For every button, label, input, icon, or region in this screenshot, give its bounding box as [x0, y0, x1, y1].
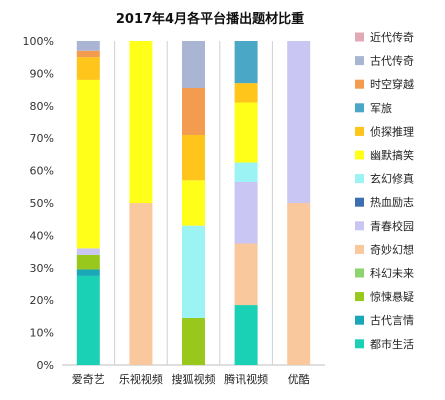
bar-segment	[234, 102, 258, 163]
legend-label: 科幻未来	[370, 266, 414, 280]
y-tick-label: 60%	[30, 165, 54, 178]
y-tick-label: 10%	[30, 327, 54, 340]
legend-swatch	[355, 339, 364, 349]
legend: 近代传奇古代传奇时空穿越军旅侦探推理幽默搞笑玄幻修真热血励志青春校园奇妙幻想科幻…	[355, 31, 414, 351]
legend-label: 玄幻修真	[370, 172, 414, 186]
bar-segment	[76, 79, 100, 249]
y-tick-label: 40%	[30, 229, 54, 242]
y-tick-label: 100%	[23, 35, 54, 48]
legend-label: 热血励志	[370, 195, 414, 209]
legend-swatch	[355, 150, 364, 160]
y-tick-label: 30%	[30, 262, 54, 275]
legend-swatch	[355, 32, 364, 42]
legend-label: 古代言情	[370, 314, 414, 327]
bar-segment	[129, 41, 153, 203]
bar-segment	[129, 203, 153, 365]
y-tick-label: 0%	[37, 359, 54, 372]
legend-label: 都市生活	[370, 337, 414, 351]
y-tick-label: 80%	[30, 100, 54, 113]
legend-swatch	[355, 268, 364, 278]
legend-swatch	[355, 197, 364, 207]
legend-label: 近代传奇	[370, 31, 414, 44]
bar-segment	[182, 41, 205, 88]
bar-segment	[182, 318, 205, 365]
legend-swatch	[355, 79, 364, 89]
category-label: 乐视视频	[119, 372, 163, 386]
legend-label: 古代传奇	[370, 55, 414, 68]
legend-swatch	[355, 292, 364, 302]
bar-segment	[234, 162, 258, 182]
legend-label: 青春校园	[370, 219, 414, 233]
bar-segment	[76, 50, 100, 58]
legend-swatch	[355, 126, 364, 136]
category-label: 爱奇艺	[72, 373, 105, 386]
bar-segment	[182, 134, 205, 181]
x-axis: 爱奇艺 乐视视频 搜狐视频 腾讯视频 优酷	[72, 372, 310, 386]
y-tick-label: 70%	[30, 132, 54, 145]
bar-segment	[76, 57, 100, 80]
bar-segment	[182, 225, 205, 319]
legend-swatch	[355, 244, 364, 254]
legend-swatch	[355, 174, 364, 184]
legend-swatch	[355, 56, 364, 66]
legend-swatch	[355, 103, 364, 113]
bar-segment	[182, 87, 205, 135]
legend-label: 奇妙幻想	[370, 242, 414, 256]
bar-segment	[234, 41, 258, 84]
legend-label: 军旅	[370, 101, 392, 115]
legend-swatch	[355, 221, 364, 231]
bars	[76, 41, 311, 365]
legend-label: 时空穿越	[370, 77, 414, 91]
bar-segment	[234, 243, 258, 306]
category-label: 优酷	[288, 373, 310, 386]
chart-title: 2017年4月各平台播出题材比重	[116, 11, 304, 27]
bar-segment	[234, 83, 258, 103]
category-label: 腾讯视频	[224, 372, 268, 386]
bar-segment	[287, 203, 311, 365]
bar-segment	[76, 41, 100, 51]
bar-segment	[234, 305, 258, 365]
y-tick-label: 20%	[30, 294, 54, 307]
bar-segment	[76, 254, 100, 270]
bar-segment	[76, 269, 100, 276]
bar-segment	[234, 181, 258, 244]
category-label: 搜狐视频	[172, 372, 216, 386]
category-separators	[114, 41, 273, 365]
y-axis: 0% 10% 20% 30% 40% 50% 60% 70% 80% 90% 100%	[23, 35, 325, 372]
y-tick-label: 90%	[30, 67, 54, 80]
bar-segment	[182, 180, 205, 226]
legend-label: 幽默搞笑	[370, 148, 414, 162]
legend-swatch	[355, 315, 364, 325]
legend-label: 惊悚悬疑	[370, 290, 414, 304]
bar-segment	[287, 41, 311, 203]
legend-label: 侦探推理	[370, 124, 414, 138]
bar-segment	[76, 248, 100, 255]
bar-segment	[76, 275, 100, 365]
y-tick-label: 50%	[30, 197, 54, 210]
